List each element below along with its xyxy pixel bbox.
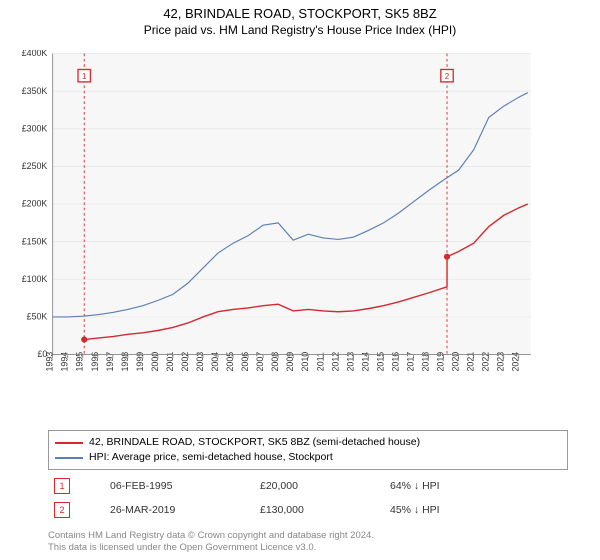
svg-text:£400K: £400K bbox=[22, 50, 48, 58]
svg-text:£50K: £50K bbox=[27, 312, 48, 322]
legend-and-sales: 42, BRINDALE ROAD, STOCKPORT, SK5 8BZ (s… bbox=[48, 430, 568, 518]
legend-label-hpi: HPI: Average price, semi-detached house,… bbox=[89, 450, 333, 465]
svg-text:£200K: £200K bbox=[22, 199, 48, 209]
legend-row-price: 42, BRINDALE ROAD, STOCKPORT, SK5 8BZ (s… bbox=[55, 435, 561, 450]
legend-frame: 42, BRINDALE ROAD, STOCKPORT, SK5 8BZ (s… bbox=[48, 430, 568, 470]
svg-text:£150K: £150K bbox=[22, 236, 48, 246]
sale-marker: 2 bbox=[54, 502, 70, 518]
svg-text:£300K: £300K bbox=[22, 123, 48, 133]
sale-date: 06-FEB-1995 bbox=[110, 480, 220, 492]
svg-text:£350K: £350K bbox=[22, 86, 48, 96]
sale-row: 1 06-FEB-1995 £20,000 64% ↓ HPI bbox=[48, 478, 568, 494]
price-chart: £0£50K£100K£150K£200K£250K£300K£350K£400… bbox=[4, 50, 544, 390]
svg-text:£250K: £250K bbox=[22, 161, 48, 171]
footer-line-2: This data is licensed under the Open Gov… bbox=[48, 542, 374, 554]
sale-row: 2 26-MAR-2019 £130,000 45% ↓ HPI bbox=[48, 502, 568, 518]
title-main: 42, BRINDALE ROAD, STOCKPORT, SK5 8BZ bbox=[0, 6, 600, 21]
sale-price: £20,000 bbox=[260, 480, 350, 492]
sale-delta: 45% ↓ HPI bbox=[390, 504, 440, 516]
svg-text:£100K: £100K bbox=[22, 274, 48, 284]
footer-line-1: Contains HM Land Registry data © Crown c… bbox=[48, 530, 374, 542]
title-sub: Price paid vs. HM Land Registry's House … bbox=[0, 23, 600, 37]
sale-price: £130,000 bbox=[260, 504, 350, 516]
swatch-red bbox=[55, 442, 83, 444]
swatch-blue bbox=[55, 457, 83, 459]
legend-row-hpi: HPI: Average price, semi-detached house,… bbox=[55, 450, 561, 465]
footer-attribution: Contains HM Land Registry data © Crown c… bbox=[48, 530, 374, 554]
sale-marker: 1 bbox=[54, 478, 70, 494]
sale-delta: 64% ↓ HPI bbox=[390, 480, 440, 492]
svg-text:1: 1 bbox=[82, 72, 87, 81]
svg-text:2: 2 bbox=[445, 72, 450, 81]
sale-date: 26-MAR-2019 bbox=[110, 504, 220, 516]
legend-label-price: 42, BRINDALE ROAD, STOCKPORT, SK5 8BZ (s… bbox=[89, 435, 420, 450]
chart-titles: 42, BRINDALE ROAD, STOCKPORT, SK5 8BZ Pr… bbox=[0, 0, 600, 37]
